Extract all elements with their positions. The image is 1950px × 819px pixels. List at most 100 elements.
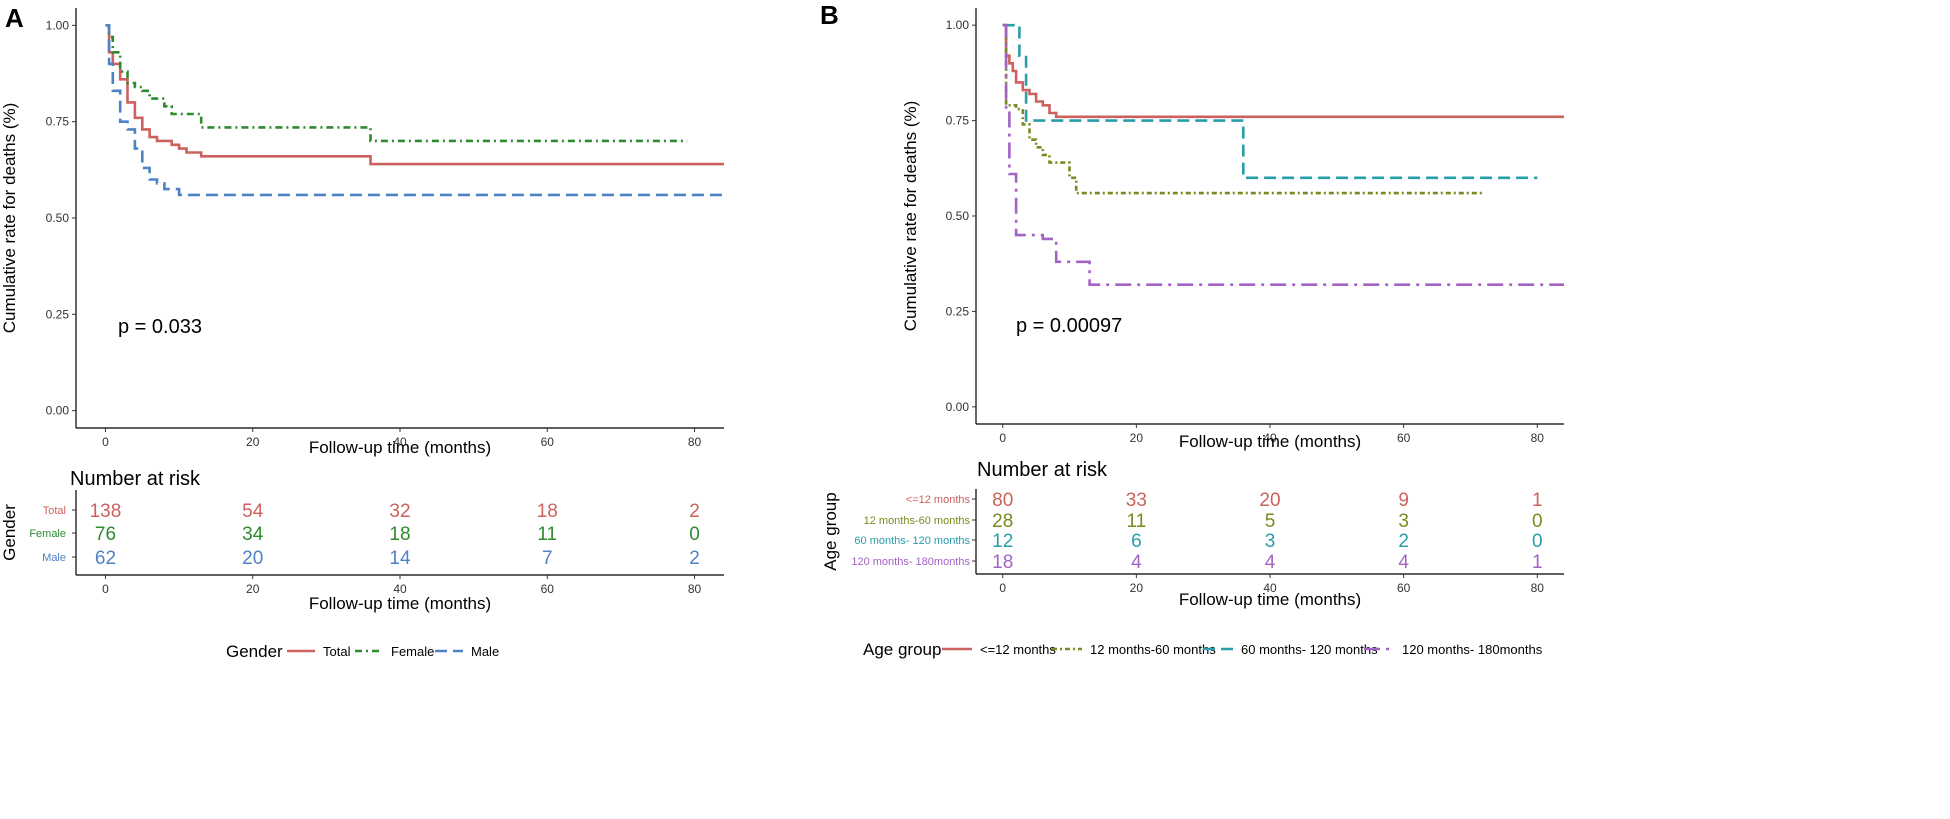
panel-b-risk-x-tick-label: 60 [1397,581,1411,595]
panel-a-legend-label: Total [323,644,351,659]
panel-b-risk-count: 3 [1398,511,1409,532]
panel-a-risk-row-label: Total [43,505,66,517]
panel-a-risk-count: 0 [689,524,700,545]
panel-b-risk-count: 2 [1398,531,1409,552]
panel-b-risk-row-label: <=12 months [906,494,971,506]
panel-b-y-tick-label: 0.25 [946,304,970,318]
panel-a-risk-count: 54 [242,501,264,522]
panel-a-series-female [105,24,688,143]
panel-b-risk-count: 33 [1126,490,1147,511]
panel-a-legend-label: Female [391,644,434,659]
panel-a-risk-heading: Number at risk [70,468,201,490]
panel-b-risk-count: 0 [1532,511,1543,532]
panel-b-x-axis-title: Follow-up time (months) [1179,432,1361,451]
panel-a-risk-row-label: Female [29,528,66,540]
panel-b-series-120-months-180months [1002,23,1564,286]
panel-b-risk-count: 28 [992,511,1013,532]
panel-a-risk-x-axis-title: Follow-up time (months) [309,594,491,613]
panel-b-risk-count: 11 [1126,511,1146,532]
panel-a-risk-count: 18 [389,524,410,545]
panel-b-legend: Age group <=12 months 12 months-60 months 6… [863,640,1543,659]
panel-a-x-tick-label: 80 [688,435,702,449]
panel-a-risk-count: 62 [95,548,116,569]
panel-a-series-total [105,24,724,166]
panel-b-legend-label: 120 months- 180months [1402,642,1543,657]
panel-b-y-tick-label: 0.50 [946,209,970,223]
panel-a-x-tick-label: 60 [541,435,555,449]
panel-a-risk-x-tick-label: 0 [102,582,109,596]
panel-b-risk-row-label: 60 months- 120 months [854,535,970,547]
panel-b-x-tick-label: 40 [1263,431,1277,445]
panel-b-y-tick-label: 1.00 [946,18,970,32]
panel-b-risk-heading: Number at risk [977,459,1108,481]
panel-a-x-tick-label: 40 [393,435,407,449]
panel-b-risk-x-tick-label: 80 [1531,581,1545,595]
panel-a-risk-count: 138 [90,501,122,522]
panel-a-risk-count: 32 [389,501,410,522]
panel-a-y-tick-label: 1.00 [46,18,70,32]
panel-b-risk-count: 4 [1265,552,1276,573]
panel-b-letter: B [820,0,839,30]
panel-b-risk-x-axis-title: Follow-up time (months) [1179,590,1361,609]
panel-b-series-12-months-60-months [1002,23,1484,195]
panel-a-risk-count: 20 [242,548,263,569]
panel-a-y-tick-label: 0.75 [46,115,70,129]
panel-a-x-tick-label: 0 [102,435,109,449]
panel-a-x-axis-title: Follow-up time (months) [309,438,491,457]
panel-b-legend-label: 60 months- 120 months [1241,642,1378,657]
panel-a-risk-count: 11 [537,524,557,545]
panel-a-risk-count: 7 [542,548,553,569]
panel-a-risk-y-axis-title: Gender [0,504,19,561]
panel-b-x-tick-label: 0 [999,431,1006,445]
panel-a-risk-x-tick-label: 40 [393,582,407,596]
panel-b-risk-count: 18 [992,552,1013,573]
panel-a-y-tick-label: 0.00 [46,404,70,418]
panel-b-y-axis-title: Cumulative rate for deaths (%) [901,101,920,332]
panel-a-y-axis-title: Cumulative rate for deaths (%) [0,103,19,334]
panel-a-y-tick-label: 0.25 [46,307,70,321]
panel-b-legend-title: Age group [863,640,941,659]
panel-b-risk-count: 4 [1131,552,1142,573]
panel-a-risk-count: 14 [389,548,411,569]
panel-b-risk-count: 0 [1532,531,1543,552]
panel-a: A0.000.250.500.751.000 20 40 60 80Cumulative… [0,3,724,661]
panel-a-risk-count: 76 [95,524,116,545]
panel-b-risk-count: 1 [1532,552,1543,573]
panel-a-risk-x-tick-label: 20 [246,582,260,596]
panel-b-risk-count: 3 [1265,531,1276,552]
panel-b-y-tick-label: 0.00 [946,400,970,414]
panel-a-legend: Gender Total Female Male [226,642,499,661]
panel-b-legend-label: <=12 months [980,642,1056,657]
panel-a-risk-count: 18 [537,501,558,522]
panel-b-p-value: p = 0.00097 [1016,315,1122,337]
panel-a-letter: A [5,3,24,33]
panel-b-series-60-months-120-months [1002,23,1538,180]
panel-b-risk-count: 80 [992,490,1013,511]
panel-a-y-tick-label: 0.50 [46,211,70,225]
panel-b-risk-row-label: 12 months-60 months [864,515,971,527]
panel-b-risk-count: 9 [1398,490,1409,511]
panel-a-legend-label: Male [471,644,499,659]
panel-b-risk-count: 5 [1265,511,1276,532]
panel-b-risk-x-tick-label: 40 [1263,581,1277,595]
panel-b-risk-count: 20 [1259,490,1280,511]
panel-a-p-value: p = 0.033 [118,316,202,338]
panel-b-x-tick-label: 60 [1397,431,1411,445]
panel-a-risk-count: 34 [242,524,264,545]
panel-b-x-tick-label: 20 [1130,431,1144,445]
panel-b-risk-count: 12 [992,531,1013,552]
panel-a-risk-count: 2 [689,548,700,569]
panel-a-risk-x-tick-label: 60 [541,582,555,596]
panel-b-risk-row-label: 120 months- 180months [851,556,970,568]
panel-b-risk-count: 4 [1398,552,1409,573]
panel-a-series-male [105,24,724,197]
panel-b-y-tick-label: 0.75 [946,114,970,128]
panel-b-series-12-months [1002,23,1564,119]
panel-a-legend-title: Gender [226,642,283,661]
panel-b-risk-x-tick-label: 0 [999,581,1006,595]
panel-b-risk-y-axis-title: Age group [821,492,840,570]
panel-b-x-tick-label: 80 [1531,431,1545,445]
